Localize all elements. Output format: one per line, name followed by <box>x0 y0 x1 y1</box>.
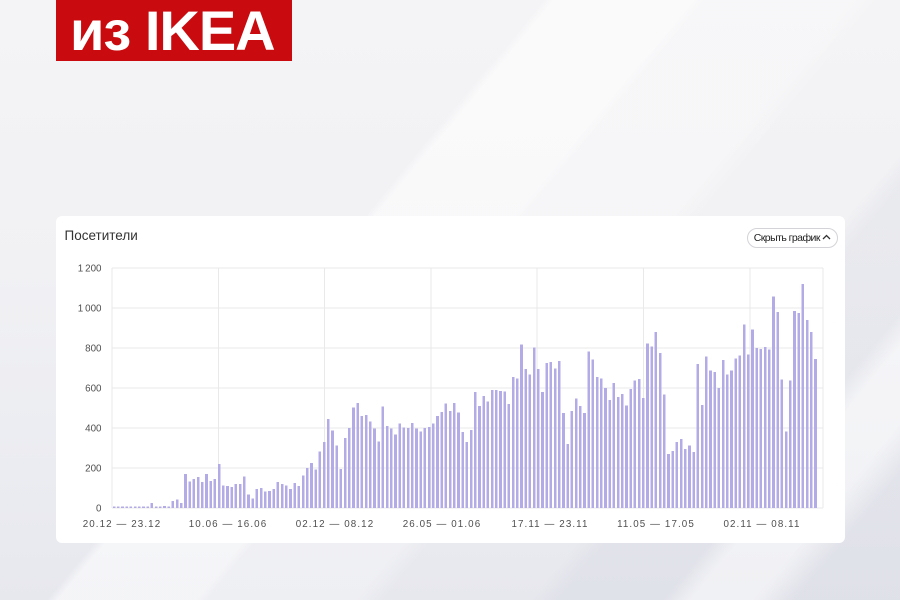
svg-text:200: 200 <box>85 463 102 474</box>
svg-text:800: 800 <box>85 343 102 354</box>
svg-text:17.11 — 23.11: 17.11 — 23.11 <box>511 519 588 530</box>
svg-text:11.05 — 17.05: 11.05 — 17.05 <box>617 519 695 530</box>
svg-text:10.06 — 16.06: 10.06 — 16.06 <box>189 519 268 530</box>
svg-text:1 000: 1 000 <box>78 303 102 314</box>
svg-text:1 200: 1 200 <box>78 263 102 274</box>
svg-text:02.11 — 08.11: 02.11 — 08.11 <box>723 519 800 530</box>
svg-text:20.12 — 23.12: 20.12 — 23.12 <box>83 519 162 530</box>
svg-text:02.12 — 08.12: 02.12 — 08.12 <box>296 519 375 530</box>
svg-text:600: 600 <box>85 383 102 394</box>
svg-text:0: 0 <box>96 503 102 514</box>
svg-text:26.05 — 01.06: 26.05 — 01.06 <box>403 519 482 530</box>
svg-text:400: 400 <box>85 423 102 434</box>
